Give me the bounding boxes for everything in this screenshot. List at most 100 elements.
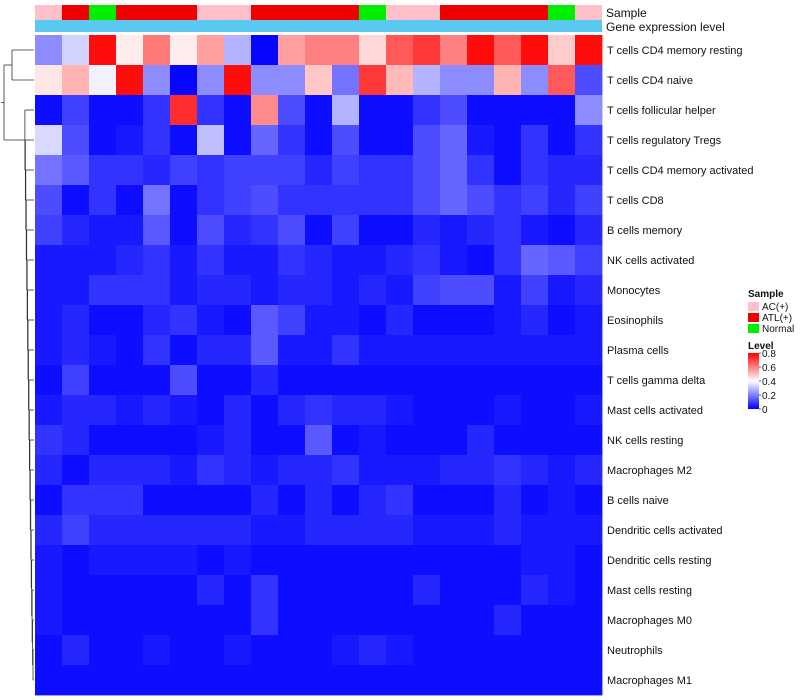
row-label: Eosinophils [607,315,664,327]
heatmap-cell [143,95,171,126]
heatmap-cell [170,65,198,96]
heatmap-cell [386,185,414,216]
heatmap-cell [62,305,90,336]
heatmap-cell [575,665,603,696]
heatmap-cell [359,125,387,156]
heatmap-cell [332,275,360,306]
heatmap-cell [35,425,63,456]
heatmap-cell [89,425,117,456]
heatmap-cell [224,305,252,336]
heatmap-cell [548,185,576,216]
heatmap-cell [359,395,387,426]
heatmap-cell [116,365,144,396]
heatmap-cell [305,185,333,216]
heatmap-cell [62,245,90,276]
heatmap-cell [278,65,306,96]
heatmap-cell [467,395,495,426]
heatmap-cell [278,605,306,636]
heatmap-cell [251,605,279,636]
heatmap-cell [521,35,549,66]
heatmap-cell [413,365,441,396]
heatmap-cell [494,575,522,606]
heatmap-cell [521,95,549,126]
heatmap-cell [521,65,549,96]
heatmap-cell [116,275,144,306]
heatmap-cell [413,425,441,456]
heatmap-cell [548,65,576,96]
row-label: Dendritic cells resting [607,555,712,567]
heatmap-cell [440,275,468,306]
heatmap-cell [575,125,603,156]
heatmap-cell [521,305,549,336]
row-label: Macrophages M0 [607,615,692,627]
heatmap-cell [89,665,117,696]
heatmap-cell [35,125,63,156]
heatmap-cell [62,455,90,486]
heatmap-cell [386,575,414,606]
heatmap-cell [494,275,522,306]
heatmap-cell [548,155,576,186]
heatmap-cell [440,335,468,366]
heatmap-cell [224,665,252,696]
heatmap-cell [170,215,198,246]
heatmap-cell [116,455,144,486]
heatmap-cell [575,575,603,606]
heatmap-cell [62,185,90,216]
heatmap-cell [35,605,63,636]
heatmap-cell [278,215,306,246]
heatmap-cell [35,395,63,426]
sample-annotation-cell [170,5,197,20]
heatmap-cell [359,95,387,126]
heatmap-cell [548,95,576,126]
heatmap-cell [575,65,603,96]
heatmap-cell [521,245,549,276]
heatmap-cell [494,65,522,96]
sample-annotation-cell [521,5,548,20]
heatmap-cell [170,665,198,696]
sample-annotation-cell [35,5,62,20]
heatmap-cell [197,305,225,336]
heatmap-cell [386,365,414,396]
heatmap-cell [332,305,360,336]
heatmap-cell [305,575,333,606]
heatmap-cell [413,275,441,306]
heatmap-cell [548,215,576,246]
heatmap-cell [224,35,252,66]
heatmap-cell [413,635,441,666]
heatmap-cell [494,215,522,246]
heatmap-cell [305,605,333,636]
heatmap-cell [170,455,198,486]
heatmap-cell [35,155,63,186]
heatmap-cell [224,245,252,276]
heatmap-cell [521,545,549,576]
heatmap-cell [143,575,171,606]
heatmap-cell [251,365,279,396]
heatmap-cell [575,245,603,276]
heatmap-cell [143,365,171,396]
heatmap-cell [332,35,360,66]
row-dendrogram [1,49,34,681]
level-color-bar [748,353,759,409]
heatmap-cell [305,455,333,486]
heatmap-cell [521,215,549,246]
heatmap-cell [386,215,414,246]
heatmap-cell [521,155,549,186]
heatmap-cell [521,605,549,636]
sample-annotation-cell [440,5,467,20]
row-label: NK cells resting [607,435,683,447]
heatmap-cell [197,65,225,96]
heatmap-cell [467,275,495,306]
heatmap-cell [224,95,252,126]
heatmap-cell [359,155,387,186]
heatmap-cell [467,185,495,216]
heatmap-cell [521,395,549,426]
heatmap-cell [251,305,279,336]
heatmap-cell [251,575,279,606]
heatmap-cell [197,365,225,396]
heatmap-cell [386,515,414,546]
sample-legend-swatch [748,302,759,311]
heatmap-cell [197,665,225,696]
heatmap-cell [197,455,225,486]
heatmap-cell [89,575,117,606]
heatmap-cell [35,365,63,396]
